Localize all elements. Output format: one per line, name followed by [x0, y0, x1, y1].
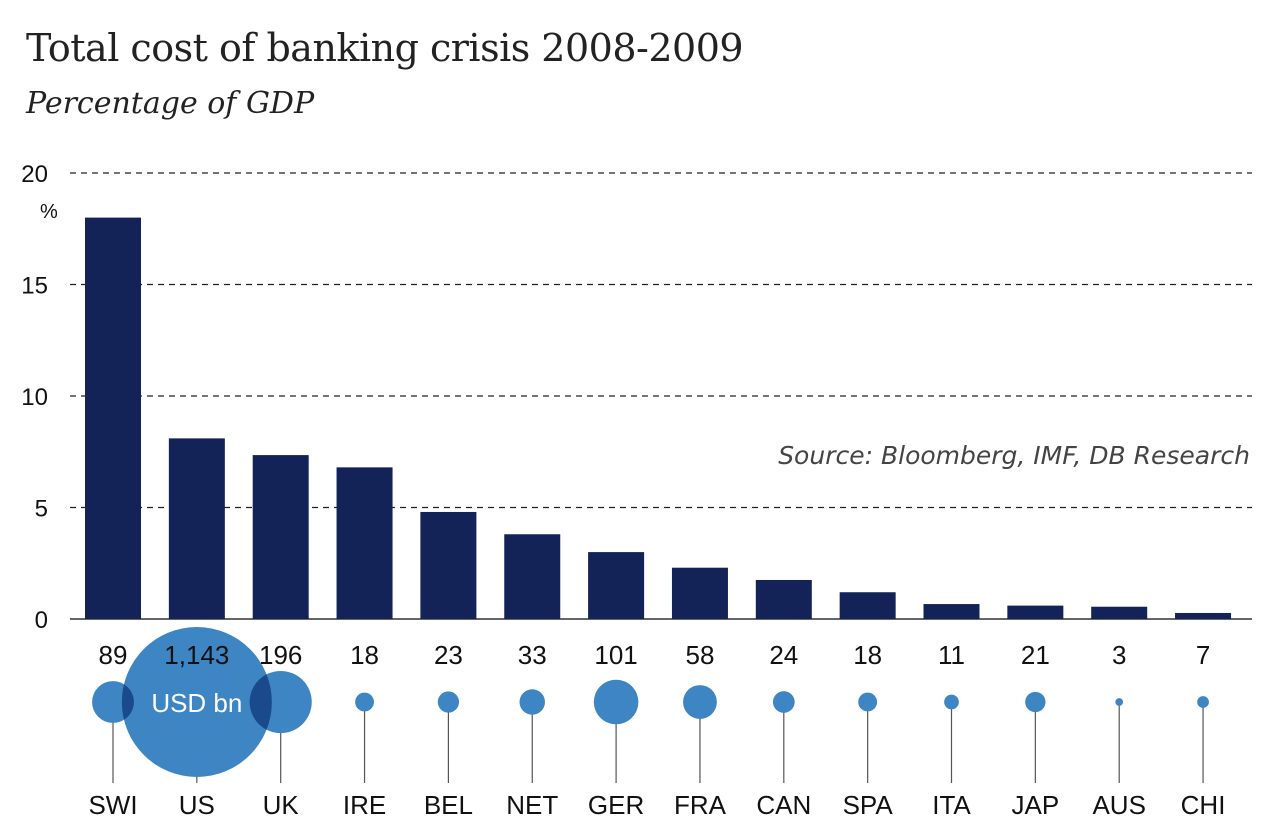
- x-category-label: AUS: [1092, 790, 1145, 820]
- bubble-can: [772, 691, 795, 713]
- bubble-fra: [683, 685, 717, 719]
- bubble-ger: [593, 679, 639, 725]
- bubble-bel: [437, 691, 460, 713]
- bar-bel: [420, 511, 477, 619]
- bubble-aus: [1115, 698, 1124, 706]
- x-category-label: CAN: [756, 790, 811, 820]
- y-tick-label: 5: [35, 496, 48, 523]
- x-category-label: IRE: [343, 790, 386, 820]
- chart-title: Total cost of banking crisis 2008-2009: [26, 26, 744, 70]
- x-category-label: SWI: [88, 790, 137, 820]
- y-tick-label: 20: [21, 161, 48, 188]
- bubble-value-label: 101: [594, 640, 637, 670]
- bar-can: [755, 579, 812, 619]
- bubble-value-label: 3: [1112, 640, 1126, 670]
- bubble-net: [519, 689, 545, 715]
- bubble-ire: [355, 692, 374, 712]
- bubble-value-label: 23: [434, 640, 463, 670]
- bubble-value-label: 18: [350, 640, 379, 670]
- bar-us: [168, 438, 225, 619]
- bubble-value-label: 24: [769, 640, 798, 670]
- x-category-label: SPA: [843, 790, 894, 820]
- bar-net: [504, 534, 561, 619]
- bar-jap: [1007, 605, 1064, 619]
- bubble-us: [121, 627, 272, 777]
- y-tick-label: 10: [21, 384, 48, 411]
- bar-chi: [1175, 612, 1232, 619]
- bubble-value-label: 33: [518, 640, 547, 670]
- bar-ita: [923, 604, 980, 619]
- bar-ger: [588, 552, 645, 619]
- x-category-label: GER: [588, 790, 644, 820]
- bubble-chi: [1197, 696, 1209, 708]
- bubble-value-label: 58: [685, 640, 714, 670]
- bubble-value-label: 196: [259, 640, 302, 670]
- bubble-overlap: [249, 670, 272, 734]
- x-category-label: FRA: [674, 790, 727, 820]
- bubble-value-label: 89: [99, 640, 128, 670]
- x-category-label: US: [179, 790, 215, 820]
- bubble-value-label: 1,143: [164, 640, 229, 670]
- x-category-label: NET: [506, 790, 558, 820]
- x-category-label: BEL: [424, 790, 473, 820]
- x-category-label: UK: [263, 790, 300, 820]
- bar-swi: [85, 217, 141, 619]
- y-tick-label: 15: [21, 273, 48, 300]
- bubble-spa: [858, 692, 878, 712]
- y-axis-unit: %: [40, 201, 58, 223]
- bar-spa: [839, 592, 896, 619]
- bar-uk: [252, 455, 309, 619]
- x-category-label: CHI: [1181, 790, 1226, 820]
- bubble-value-label: 18: [853, 640, 882, 670]
- bubble-ita: [944, 694, 959, 710]
- bubble-value-label: 21: [1021, 640, 1050, 670]
- bar-ire: [336, 467, 393, 619]
- bubble-value-label: 7: [1196, 640, 1210, 670]
- x-category-label: ITA: [932, 790, 971, 820]
- bar-aus: [1091, 606, 1148, 619]
- bubble-overlap: [121, 681, 134, 723]
- bubble-value-label: 11: [938, 640, 965, 670]
- x-category-label: JAP: [1012, 790, 1060, 820]
- bubble-jap: [1025, 691, 1046, 713]
- y-tick-label: 0: [35, 607, 48, 634]
- bubble-unit-label: USD bn: [151, 688, 242, 718]
- chart-subtitle: Percentage of GDP: [26, 86, 315, 121]
- source-note: Source: Bloomberg, IMF, DB Research: [778, 441, 1250, 470]
- bar-fra: [671, 567, 728, 619]
